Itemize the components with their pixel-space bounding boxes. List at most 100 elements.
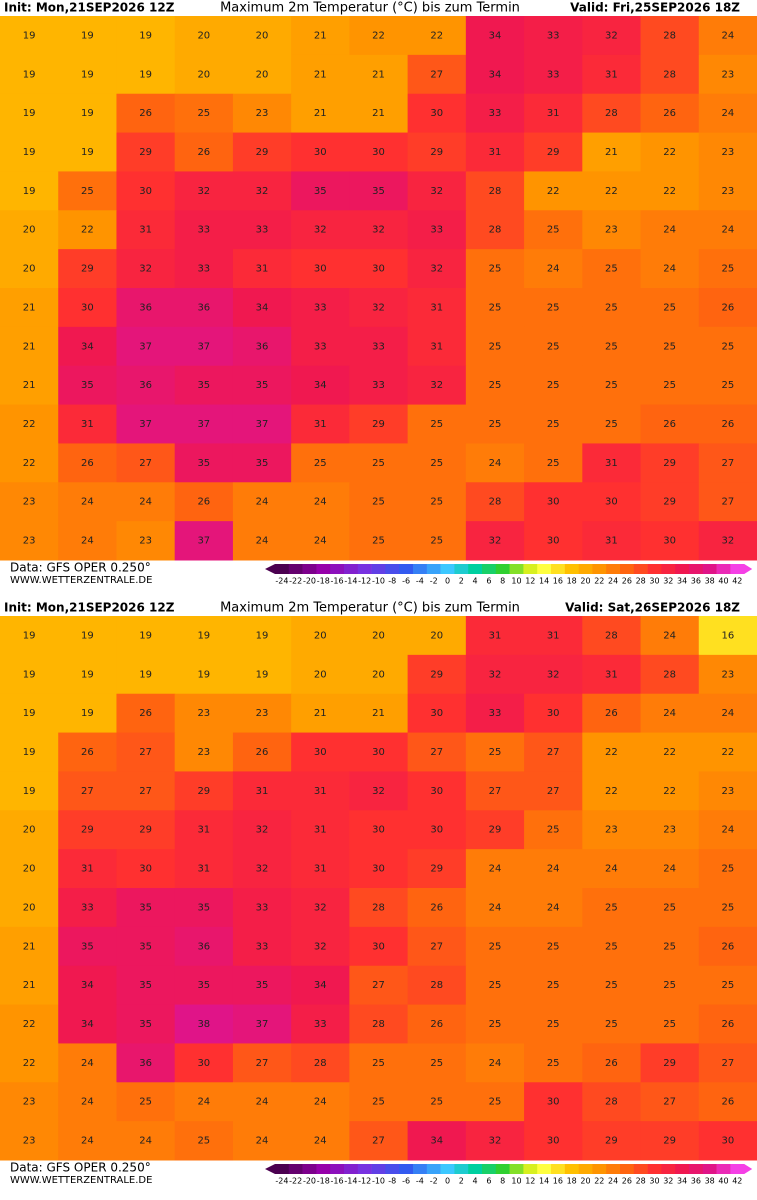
temp-cell bbox=[116, 210, 176, 250]
temp-value: 35 bbox=[139, 902, 152, 913]
colorbar-label: -16 bbox=[331, 1177, 344, 1186]
temp-cell bbox=[698, 1082, 757, 1122]
colorbar-swatch bbox=[399, 1164, 414, 1174]
temp-cell bbox=[640, 482, 700, 522]
temp-value: 26 bbox=[605, 708, 618, 719]
temp-cell bbox=[58, 693, 117, 734]
temp-cell bbox=[465, 249, 525, 289]
temp-cell bbox=[698, 693, 757, 734]
temp-cell bbox=[0, 210, 59, 250]
temp-value: 25 bbox=[663, 380, 676, 391]
temp-value: 19 bbox=[23, 708, 36, 719]
temp-cell bbox=[232, 93, 292, 134]
temp-value: 32 bbox=[489, 536, 502, 547]
temp-value: 25 bbox=[663, 302, 676, 313]
temp-value: 22 bbox=[722, 747, 735, 758]
temp-cell bbox=[174, 1121, 234, 1161]
temp-value: 32 bbox=[372, 302, 385, 313]
temp-value: 28 bbox=[489, 186, 502, 197]
temp-cell bbox=[524, 616, 583, 656]
temp-value: 30 bbox=[430, 108, 443, 119]
temp-value: 35 bbox=[197, 458, 210, 469]
temp-cell bbox=[58, 810, 117, 850]
colorbar-swatch bbox=[344, 564, 359, 574]
temp-cell bbox=[291, 810, 350, 850]
temp-cell bbox=[174, 326, 234, 367]
temp-cell bbox=[698, 210, 757, 250]
temp-cell bbox=[174, 616, 234, 656]
colorbar-label: -10 bbox=[372, 1177, 385, 1186]
temp-cell bbox=[232, 171, 292, 211]
temp-value: 34 bbox=[314, 980, 327, 991]
temp-cell bbox=[174, 288, 234, 328]
temp-cell bbox=[349, 1121, 409, 1161]
colorbar-swatch bbox=[730, 1164, 745, 1174]
temp-cell bbox=[524, 926, 583, 967]
temp-value: 32 bbox=[489, 1136, 502, 1147]
temp-value: 20 bbox=[23, 264, 36, 275]
temp-value: 27 bbox=[139, 786, 152, 797]
temp-cell bbox=[640, 54, 700, 95]
temp-value: 27 bbox=[547, 747, 560, 758]
temp-value: 25 bbox=[547, 225, 560, 236]
temp-cell bbox=[640, 404, 700, 444]
temp-cell bbox=[524, 693, 583, 734]
temp-value: 25 bbox=[197, 1136, 210, 1147]
temp-value: 33 bbox=[489, 108, 502, 119]
colorbar-label: -6 bbox=[402, 1177, 410, 1186]
temp-value: 33 bbox=[197, 264, 210, 275]
temp-value: 26 bbox=[81, 458, 94, 469]
temp-cell bbox=[232, 732, 292, 772]
temp-value: 31 bbox=[314, 864, 327, 875]
temp-value: 27 bbox=[81, 786, 94, 797]
temp-value: 36 bbox=[197, 941, 210, 952]
colorbar-swatch bbox=[633, 564, 648, 574]
temp-cell bbox=[465, 482, 525, 522]
temp-value: 29 bbox=[663, 1058, 676, 1069]
temp-value: 25 bbox=[605, 980, 618, 991]
temp-value: 25 bbox=[547, 341, 560, 352]
data-source: Data: GFS OPER 0.250° bbox=[10, 1161, 151, 1175]
temp-cell bbox=[582, 1121, 642, 1161]
temp-value: 30 bbox=[314, 747, 327, 758]
temp-cell bbox=[465, 849, 525, 889]
temp-cell bbox=[116, 443, 176, 483]
temp-value: 30 bbox=[372, 825, 385, 836]
temp-cell bbox=[58, 249, 117, 289]
colorbar-swatch bbox=[620, 564, 635, 574]
temp-cell bbox=[58, 482, 117, 522]
temp-cell bbox=[232, 693, 292, 734]
colorbar-label: 22 bbox=[594, 1177, 604, 1186]
colorbar-label: 8 bbox=[500, 577, 505, 586]
temp-value: 25 bbox=[489, 1097, 502, 1108]
temp-cell bbox=[640, 132, 700, 172]
temp-value: 29 bbox=[605, 1136, 618, 1147]
temp-cell bbox=[0, 616, 59, 656]
temp-value: 24 bbox=[722, 108, 735, 119]
temp-value: 24 bbox=[81, 1058, 94, 1069]
temp-cell bbox=[0, 521, 59, 561]
temp-value: 24 bbox=[139, 1136, 152, 1147]
colorbar-right-arrow bbox=[744, 564, 753, 574]
temp-cell bbox=[407, 1121, 467, 1161]
temp-cell bbox=[0, 1043, 59, 1083]
temp-value: 29 bbox=[663, 497, 676, 508]
colorbar-label: 32 bbox=[663, 1177, 673, 1186]
temp-cell bbox=[291, 1004, 350, 1044]
temp-value: 31 bbox=[489, 630, 502, 641]
temp-cell bbox=[232, 926, 292, 967]
temp-cell bbox=[0, 16, 59, 56]
temp-cell bbox=[582, 1004, 642, 1044]
temp-cell bbox=[640, 1121, 700, 1161]
temp-cell bbox=[582, 1043, 642, 1083]
temp-value: 25 bbox=[663, 902, 676, 913]
temp-cell bbox=[291, 326, 350, 367]
temp-cell bbox=[407, 326, 467, 367]
temp-cell bbox=[116, 849, 176, 889]
temp-cell bbox=[407, 54, 467, 95]
colorbar-swatch bbox=[413, 1164, 428, 1174]
temp-value: 26 bbox=[722, 302, 735, 313]
temp-cell bbox=[698, 365, 757, 406]
temp-cell bbox=[116, 693, 176, 734]
colorbar-label: 18 bbox=[567, 577, 577, 586]
